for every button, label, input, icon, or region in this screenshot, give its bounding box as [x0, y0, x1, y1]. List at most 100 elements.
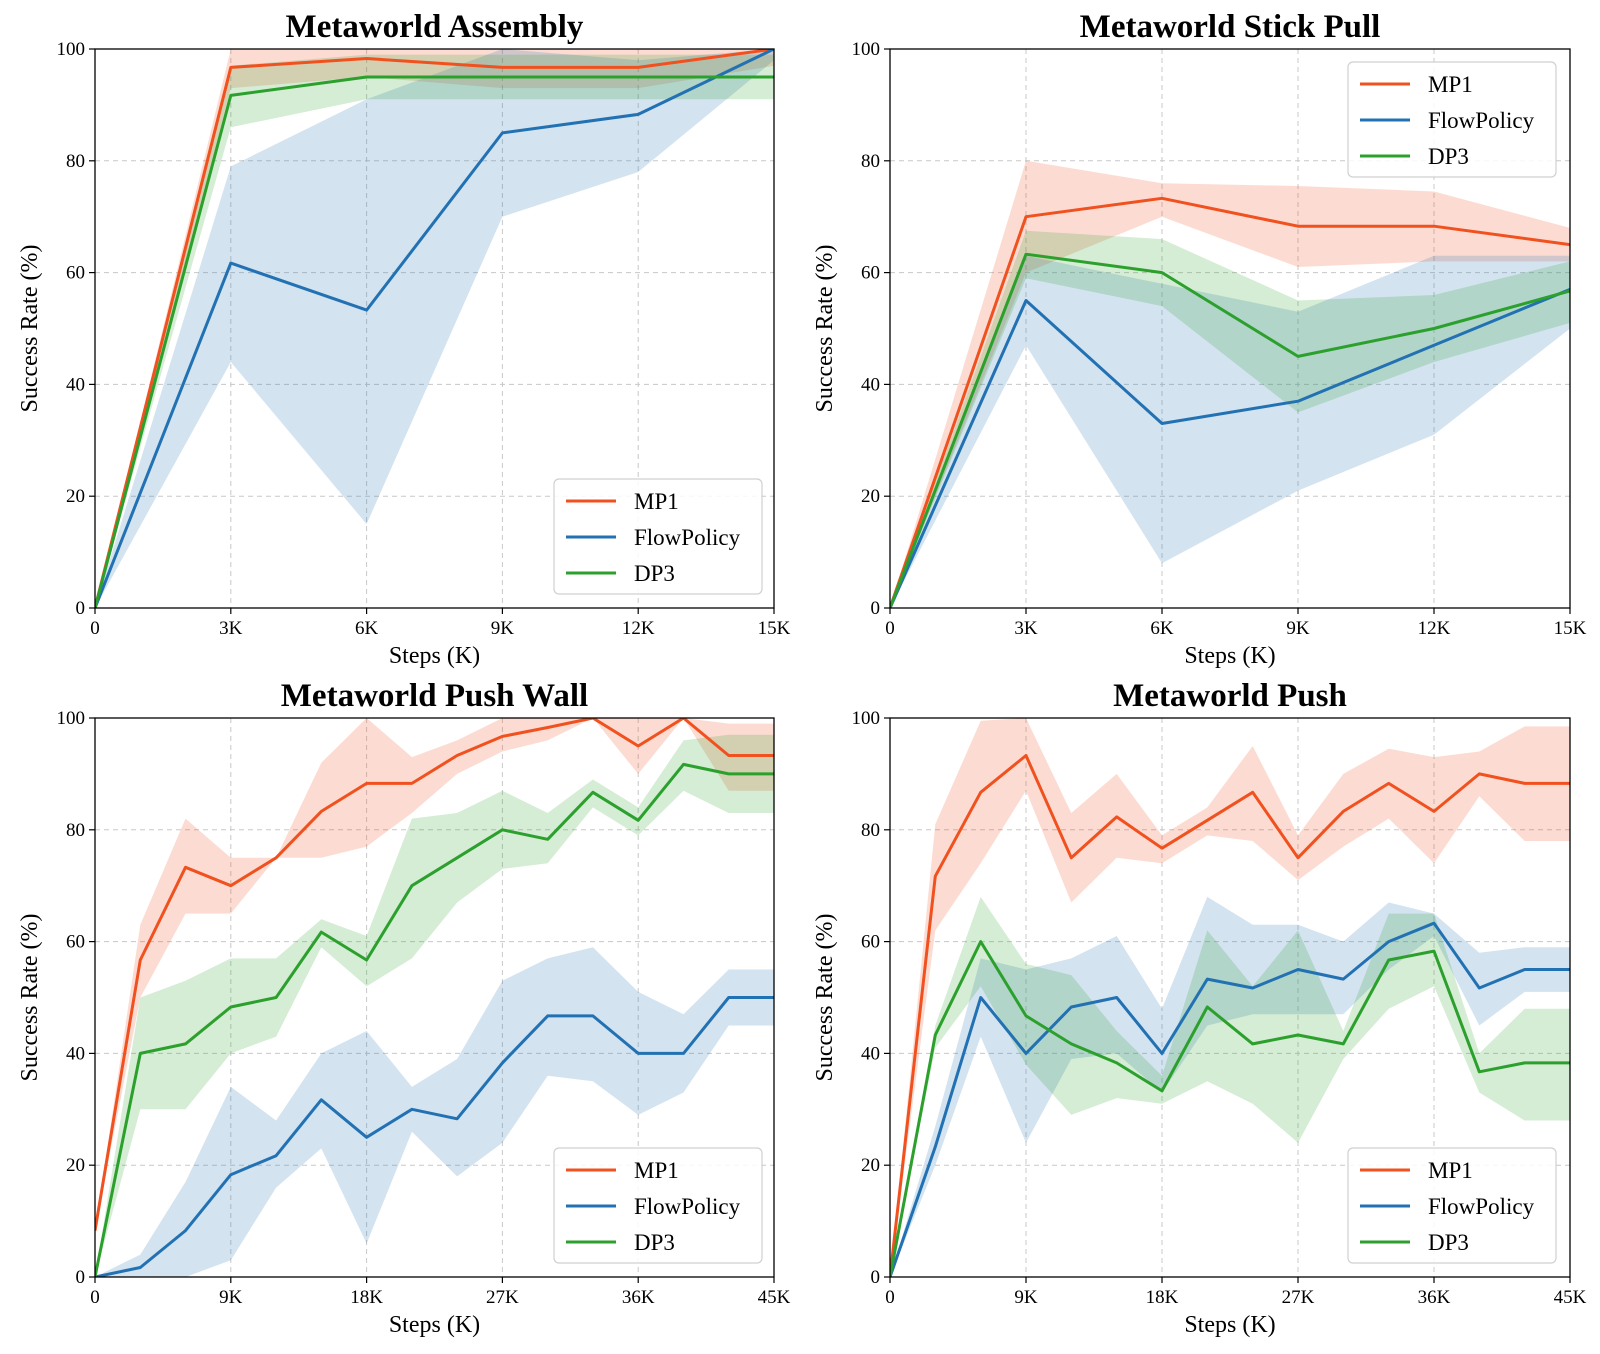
y-tick-label: 0 — [76, 1267, 86, 1288]
band-mp1 — [890, 718, 1570, 1277]
y-tick-label: 0 — [871, 598, 881, 619]
x-axis-label: Steps (K) — [389, 1312, 480, 1338]
y-axis-label: Success Rate (%) — [812, 245, 838, 413]
y-tick-label: 80 — [861, 151, 880, 172]
legend-label-flowpolicy: FlowPolicy — [1428, 1194, 1535, 1219]
x-tick-label: 9K — [491, 618, 515, 639]
line-flowpolicy — [95, 996, 774, 1277]
legend-box — [553, 478, 763, 595]
axes-frame — [94, 48, 775, 609]
y-axis-label: Success Rate (%) — [812, 914, 838, 1082]
chart-title: Metaworld Push Wall — [281, 678, 588, 714]
x-tick-label: 0 — [885, 1287, 895, 1308]
x-tick-label: 6K — [355, 618, 379, 639]
x-tick-label: 0 — [90, 618, 100, 639]
x-tick-label: 27K — [486, 1287, 519, 1308]
x-tick-label: 45K — [1554, 1287, 1587, 1308]
x-tick-label: 18K — [1146, 1287, 1179, 1308]
x-tick-label: 27K — [1282, 1287, 1315, 1308]
legend: MP1 FlowPolicy DP3 — [1347, 61, 1557, 178]
axes-frame — [889, 717, 1571, 1278]
y-tick-label: 100 — [852, 708, 881, 729]
x-tick-label: 36K — [622, 1287, 655, 1308]
chart-panel-3: 0 9K 18K 27K 36K 45K 0 20 40 60 80 100 Metaworld Pus… — [17, 678, 791, 1338]
x-tick-label: 12K — [1418, 618, 1451, 639]
y-tick-label: 60 — [861, 932, 880, 953]
x-tick-label: 12K — [622, 618, 655, 639]
plot-area — [95, 718, 774, 1277]
legend-label-dp3: DP3 — [634, 561, 675, 586]
x-tick-label: 15K — [1554, 618, 1587, 639]
plot-area — [890, 718, 1570, 1277]
legend-label-flowpolicy: FlowPolicy — [634, 1194, 741, 1219]
x-axis-label: Steps (K) — [1184, 1312, 1275, 1338]
legend-label-dp3: DP3 — [634, 1230, 675, 1255]
y-tick-label: 20 — [66, 486, 85, 507]
chart-panel-2: 0 3K 6K 9K 12K 15K 0 20 40 60 80 100 Metaworld Stick… — [812, 9, 1587, 669]
legend-box — [1347, 61, 1557, 178]
legend-box — [553, 1147, 763, 1264]
plot-area — [95, 49, 774, 608]
y-tick-label: 100 — [57, 708, 86, 729]
x-tick-label: 6K — [1150, 618, 1174, 639]
line-mp1 — [95, 718, 774, 1231]
x-tick-label: 0 — [90, 1287, 100, 1308]
y-tick-label: 20 — [861, 486, 880, 507]
y-tick-label: 0 — [76, 598, 86, 619]
y-tick-label: 40 — [66, 1043, 85, 1064]
y-tick-label: 40 — [66, 374, 85, 395]
line-flowpolicy — [95, 49, 774, 608]
x-tick-label: 3K — [219, 618, 243, 639]
x-tick-label: 3K — [1014, 618, 1038, 639]
x-tick-label: 9K — [1014, 1287, 1038, 1308]
legend-label-dp3: DP3 — [1428, 1230, 1469, 1255]
axes-frame — [94, 717, 775, 1278]
y-tick-label: 80 — [66, 151, 85, 172]
chart-panel-4: 0 9K 18K 27K 36K 45K 0 20 40 60 80 100 Metaworld Pus… — [812, 678, 1587, 1338]
chart-title: Metaworld Push — [1113, 678, 1347, 714]
y-tick-label: 100 — [852, 39, 881, 60]
y-tick-label: 80 — [861, 820, 880, 841]
line-dp3 — [890, 252, 1570, 608]
legend-label-mp1: MP1 — [1428, 1158, 1473, 1183]
line-mp1 — [890, 196, 1570, 608]
line-dp3 — [95, 762, 774, 1277]
band-flowpolicy — [890, 896, 1570, 1277]
legend-label-mp1: MP1 — [1428, 72, 1473, 97]
line-mp1 — [95, 49, 774, 608]
x-tick-label: 0 — [885, 618, 895, 639]
band-flowpolicy — [890, 255, 1570, 608]
legend: MP1 FlowPolicy DP3 — [553, 478, 763, 595]
legend-label-mp1: MP1 — [634, 489, 679, 514]
y-tick-label: 100 — [57, 39, 86, 60]
legend-label-mp1: MP1 — [634, 1158, 679, 1183]
y-tick-label: 60 — [66, 932, 85, 953]
band-flowpolicy — [95, 49, 774, 608]
band-dp3 — [890, 230, 1570, 608]
legend-label-flowpolicy: FlowPolicy — [1428, 108, 1535, 133]
y-axis-label: Success Rate (%) — [17, 245, 43, 413]
x-tick-label: 36K — [1418, 1287, 1451, 1308]
line-dp3 — [890, 940, 1570, 1277]
plot-area — [890, 160, 1570, 608]
y-tick-label: 80 — [66, 820, 85, 841]
y-tick-label: 20 — [861, 1155, 880, 1176]
y-tick-label: 60 — [861, 263, 880, 284]
line-dp3 — [95, 75, 774, 608]
x-tick-label: 15K — [758, 618, 791, 639]
y-tick-label: 0 — [871, 1267, 881, 1288]
legend: MP1 FlowPolicy DP3 — [553, 1147, 763, 1264]
legend-box — [1347, 1147, 1557, 1264]
band-dp3 — [890, 896, 1570, 1277]
line-flowpolicy — [890, 921, 1570, 1277]
x-tick-label: 9K — [219, 1287, 243, 1308]
axes-frame — [889, 48, 1571, 609]
line-mp1 — [890, 754, 1570, 1277]
x-tick-label: 9K — [1286, 618, 1310, 639]
x-axis-label: Steps (K) — [389, 643, 480, 669]
legend-label-flowpolicy: FlowPolicy — [634, 525, 741, 550]
y-tick-label: 40 — [861, 1043, 880, 1064]
legend: MP1 FlowPolicy DP3 — [1347, 1147, 1557, 1264]
